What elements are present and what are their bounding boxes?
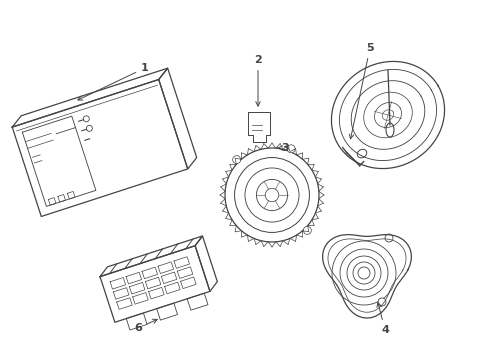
- Text: 2: 2: [254, 55, 262, 106]
- Ellipse shape: [385, 123, 393, 137]
- Text: 4: 4: [376, 302, 388, 335]
- Circle shape: [303, 226, 311, 234]
- Circle shape: [232, 156, 240, 164]
- Ellipse shape: [357, 149, 366, 158]
- Text: 1: 1: [78, 63, 148, 100]
- Circle shape: [286, 145, 295, 153]
- Circle shape: [384, 234, 392, 242]
- Text: 5: 5: [348, 43, 373, 139]
- Circle shape: [377, 298, 385, 306]
- Text: 3: 3: [277, 143, 288, 153]
- Text: 6: 6: [134, 319, 157, 333]
